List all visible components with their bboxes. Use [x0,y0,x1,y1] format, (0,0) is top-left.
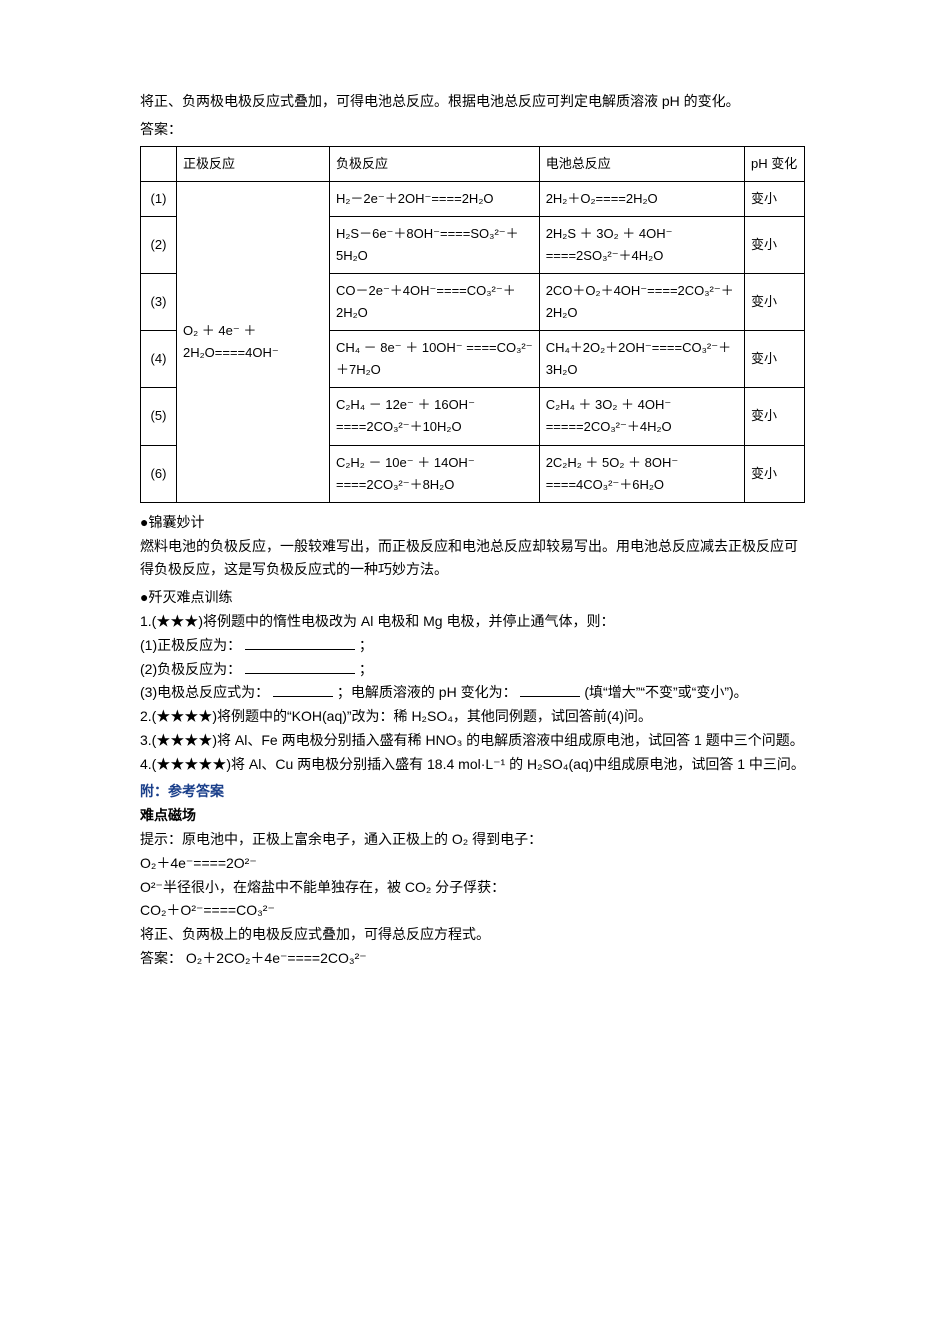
q1-line3: (3)电极总反应式为： ；电解质溶液的 pH 变化为： (填“增大”“不变”或“… [140,681,805,705]
hint3: 将正、负两极上的电极反应式叠加，可得总反应方程式。 [140,923,805,947]
ph-cell: 变小 [745,331,805,388]
train-heading: ●歼灭难点训练 [140,586,805,610]
blank-input[interactable] [273,683,333,697]
semicolon: ； [359,637,373,653]
total-cell: 2C₂H₂ ＋ 5O₂ ＋ 8OH⁻ ====4CO₃²⁻＋6H₂O [539,445,744,502]
row-index: (2) [141,216,177,273]
col-blank [141,146,177,181]
eq2: CO₂＋O²⁻====CO₃²⁻ [140,899,805,923]
hint1: 提示：原电池中，正极上富余电子，通入正极上的 O₂ 得到电子： [140,828,805,852]
total-cell: 2H₂＋O₂====2H₂O [539,181,744,216]
row-index: (4) [141,331,177,388]
field-heading: 难点磁场 [140,804,805,828]
eq1: O₂＋4e⁻====2O²⁻ [140,852,805,876]
q1-3c-label: (填“增大”“不变”或“变小”)。 [584,684,747,700]
tip-heading: ●锦囊妙计 [140,511,805,535]
reference-heading: 附：参考答案 [140,780,805,804]
table-row: (1) O₂ ＋ 4e⁻ ＋ 2H₂O====4OH⁻ H₂－2e⁻＋2OH⁻=… [141,181,805,216]
tip-body: 燃料电池的负极反应，一般较难写出，而正极反应和电池总反应却较易写出。用电池总反应… [140,535,805,583]
final-answer-label: 答案： [140,950,182,966]
q1-line2: (2)负极反应为： ； [140,658,805,682]
q1-1-label: (1)正极反应为： [140,637,241,653]
row-index: (6) [141,445,177,502]
q1-intro: 1.(★★★)将例题中的惰性电极改为 Al 电极和 Mg 电极，并停止通气体，则… [140,610,805,634]
answer-label: 答案： [140,118,805,142]
neg-cell: H₂S－6e⁻＋8OH⁻====SO₃²⁻＋5H₂O [329,216,539,273]
q1-2-label: (2)负极反应为： [140,661,241,677]
positive-reaction-cell: O₂ ＋ 4e⁻ ＋ 2H₂O====4OH⁻ [177,181,330,502]
total-cell: C₂H₄ ＋ 3O₂ ＋ 4OH⁻ =====2CO₃²⁻＋4H₂O [539,388,744,445]
ph-cell: 变小 [745,388,805,445]
col-positive: 正极反应 [177,146,330,181]
col-ph: pH 变化 [745,146,805,181]
neg-cell: H₂－2e⁻＋2OH⁻====2H₂O [329,181,539,216]
row-index: (5) [141,388,177,445]
neg-cell: C₂H₄ － 12e⁻ ＋ 16OH⁻ ====2CO₃²⁻＋10H₂O [329,388,539,445]
total-cell: 2CO＋O₂＋4OH⁻====2CO₃²⁻＋2H₂O [539,273,744,330]
intro-text: 将正、负两极电极反应式叠加，可得电池总反应。根据电池总反应可判定电解质溶液 pH… [140,90,805,114]
ph-cell: 变小 [745,273,805,330]
q1-line1: (1)正极反应为： ； [140,634,805,658]
electrode-table: 正极反应 负极反应 电池总反应 pH 变化 (1) O₂ ＋ 4e⁻ ＋ 2H₂… [140,146,805,503]
q1-3b-label: ；电解质溶液的 pH 变化为： [337,684,517,700]
neg-cell: CH₄ － 8e⁻ ＋ 10OH⁻ ====CO₃²⁻＋7H₂O [329,331,539,388]
ph-cell: 变小 [745,181,805,216]
blank-input[interactable] [245,636,355,650]
neg-cell: CO－2e⁻＋4OH⁻====CO₃²⁻＋2H₂O [329,273,539,330]
col-total: 电池总反应 [539,146,744,181]
col-negative: 负极反应 [329,146,539,181]
q1-3a-label: (3)电极总反应式为： [140,684,269,700]
final-answer-eq: O₂＋2CO₂＋4e⁻====2CO₃²⁻ [186,950,367,966]
semicolon: ； [359,661,373,677]
blank-input[interactable] [520,683,580,697]
q4: 4.(★★★★★)将 Al、Cu 两电极分别插入盛有 18.4 mol·L⁻¹ … [140,753,805,777]
neg-cell: C₂H₂ － 10e⁻ ＋ 14OH⁻ ====2CO₃²⁻＋8H₂O [329,445,539,502]
ph-cell: 变小 [745,445,805,502]
row-index: (1) [141,181,177,216]
q3: 3.(★★★★)将 Al、Fe 两电极分别插入盛有稀 HNO₃ 的电解质溶液中组… [140,729,805,753]
hint2: O²⁻半径很小，在熔盐中不能单独存在，被 CO₂ 分子俘获： [140,876,805,900]
q2: 2.(★★★★)将例题中的“KOH(aq)”改为：稀 H₂SO₄，其他同例题，试… [140,705,805,729]
blank-input[interactable] [245,660,355,674]
table-header-row: 正极反应 负极反应 电池总反应 pH 变化 [141,146,805,181]
ph-cell: 变小 [745,216,805,273]
row-index: (3) [141,273,177,330]
total-cell: 2H₂S ＋ 3O₂ ＋ 4OH⁻ ====2SO₃²⁻＋4H₂O [539,216,744,273]
total-cell: CH₄＋2O₂＋2OH⁻====CO₃²⁻＋3H₂O [539,331,744,388]
final-answer-line: 答案： O₂＋2CO₂＋4e⁻====2CO₃²⁻ [140,947,805,971]
